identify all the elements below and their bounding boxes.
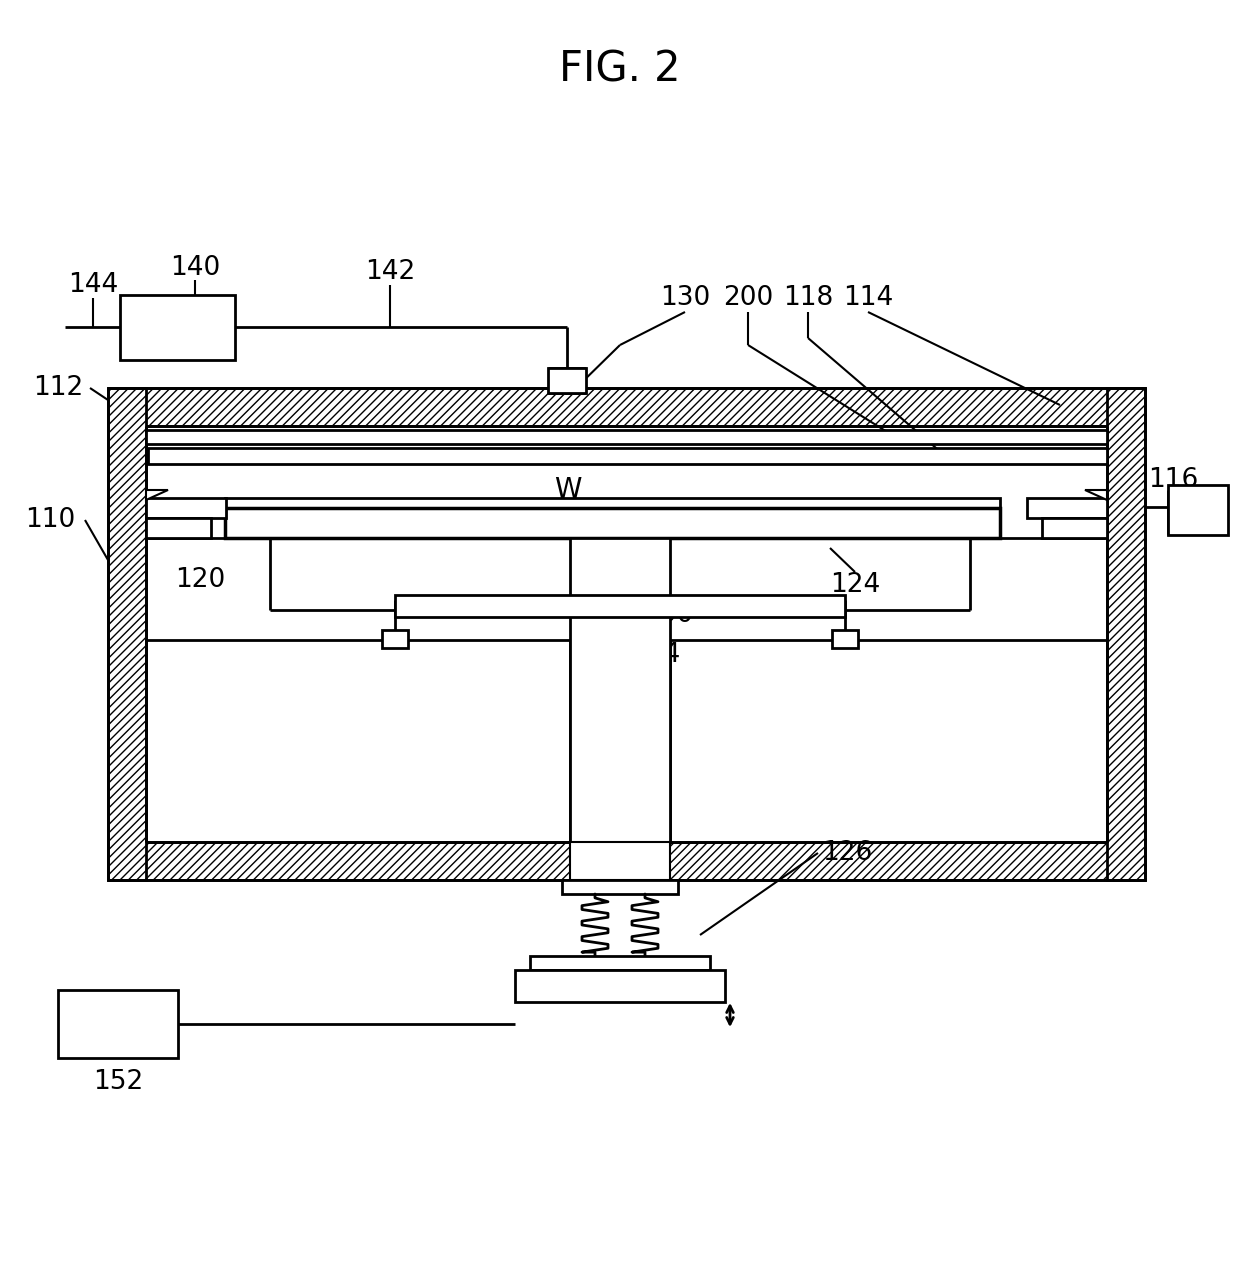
Text: 120: 120 xyxy=(175,567,226,594)
Text: 126: 126 xyxy=(822,840,872,866)
Bar xyxy=(146,498,226,518)
Text: W: W xyxy=(554,476,582,504)
Bar xyxy=(529,956,711,970)
Bar xyxy=(1027,498,1107,518)
Bar xyxy=(224,508,999,538)
Bar xyxy=(58,990,179,1058)
Text: 114: 114 xyxy=(843,285,893,311)
Text: 150: 150 xyxy=(642,602,693,628)
Bar xyxy=(146,518,211,538)
Bar xyxy=(224,498,999,508)
Bar xyxy=(108,388,1145,426)
Bar xyxy=(562,880,678,894)
Text: 110: 110 xyxy=(25,506,74,533)
Bar xyxy=(1042,518,1107,538)
Text: 144: 144 xyxy=(68,272,118,298)
Text: 116: 116 xyxy=(1148,467,1198,493)
Text: 130: 130 xyxy=(660,285,711,311)
Bar xyxy=(146,429,1107,445)
Text: 144: 144 xyxy=(630,642,680,668)
Text: 200: 200 xyxy=(723,285,773,311)
Bar xyxy=(120,296,236,360)
Bar xyxy=(148,448,1107,464)
Text: 124: 124 xyxy=(830,572,880,597)
Bar xyxy=(382,630,408,648)
Text: FIG. 2: FIG. 2 xyxy=(559,49,681,91)
Text: 112: 112 xyxy=(32,375,83,400)
Polygon shape xyxy=(1085,490,1107,500)
Bar xyxy=(1168,485,1228,536)
Bar xyxy=(548,368,587,393)
Bar xyxy=(515,970,725,1002)
Bar xyxy=(570,538,670,842)
Bar xyxy=(1107,388,1145,880)
Text: 140: 140 xyxy=(170,255,221,280)
Text: 152: 152 xyxy=(93,1068,143,1095)
Bar xyxy=(108,842,1145,880)
Bar xyxy=(832,630,858,648)
Text: 118: 118 xyxy=(782,285,833,311)
Bar xyxy=(396,595,844,618)
Text: 142: 142 xyxy=(365,259,415,285)
Bar xyxy=(570,842,670,880)
Polygon shape xyxy=(146,490,167,500)
Bar xyxy=(108,388,146,880)
